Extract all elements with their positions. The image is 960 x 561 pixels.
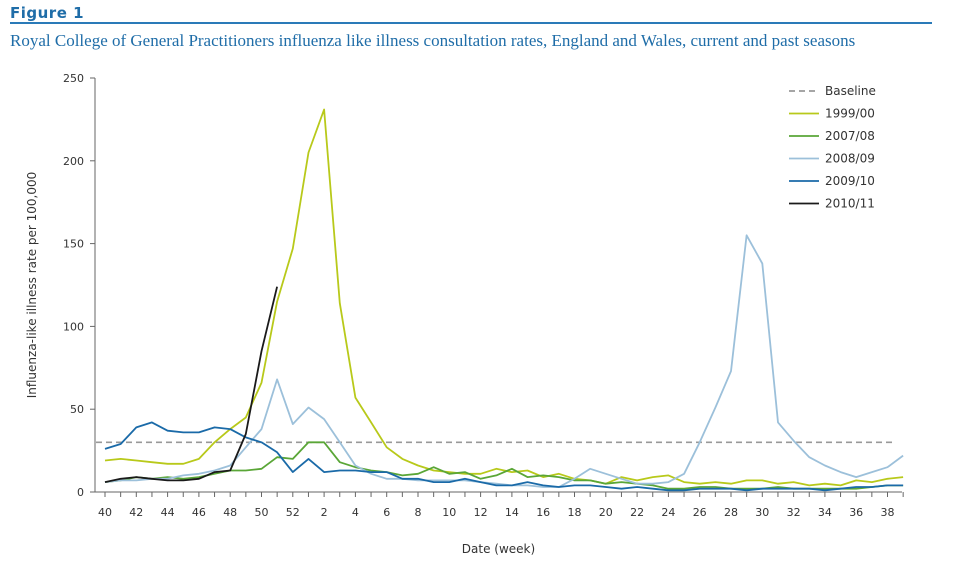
x-tick-label: 36 — [849, 506, 863, 519]
y-tick-label: 150 — [63, 238, 84, 251]
x-tick-label: 6 — [383, 506, 390, 519]
x-tick-label: 32 — [787, 506, 801, 519]
x-tick-label: 16 — [536, 506, 550, 519]
legend-label: 2010/11 — [825, 197, 875, 211]
x-tick-label: 4 — [352, 506, 359, 519]
figure-label: Figure 1 — [10, 4, 85, 22]
y-tick-label: 250 — [63, 72, 84, 85]
title-rule — [10, 22, 932, 24]
x-tick-label: 12 — [474, 506, 488, 519]
x-tick-label: 14 — [505, 506, 519, 519]
x-tick-label: 20 — [599, 506, 613, 519]
series-line-2008-09 — [104, 234, 904, 488]
legend-label: Baseline — [825, 84, 876, 98]
legend-label: 2007/08 — [825, 129, 875, 143]
x-tick-label: 44 — [161, 506, 175, 519]
x-tick-label: 50 — [255, 506, 269, 519]
x-tick-label: 34 — [818, 506, 832, 519]
x-axis-title: Date (week) — [462, 542, 535, 556]
x-tick-label: 8 — [415, 506, 422, 519]
y-tick-label: 100 — [63, 320, 84, 333]
legend-label: 2009/10 — [825, 174, 875, 188]
x-tick-label: 52 — [286, 506, 300, 519]
y-tick-label: 50 — [70, 403, 84, 416]
x-tick-label: 46 — [192, 506, 206, 519]
legend-label: 2008/09 — [825, 152, 875, 166]
x-tick-label: 28 — [724, 506, 738, 519]
x-tick-label: 42 — [129, 506, 143, 519]
series-line-1999-00 — [104, 108, 904, 487]
x-tick-label: 18 — [568, 506, 582, 519]
series-line-2007-08 — [104, 441, 904, 490]
x-tick-label: 26 — [693, 506, 707, 519]
y-tick-label: 0 — [77, 486, 84, 499]
figure-title: Royal College of General Practitioners i… — [10, 31, 856, 50]
x-tick-label: 10 — [442, 506, 456, 519]
series-line-2010-11 — [104, 286, 278, 483]
x-tick-label: 40 — [98, 506, 112, 519]
x-tick-label: 38 — [881, 506, 895, 519]
x-tick-label: 2 — [321, 506, 328, 519]
x-tick-label: 48 — [223, 506, 237, 519]
x-tick-label: 24 — [661, 506, 675, 519]
x-tick-label: 22 — [630, 506, 644, 519]
y-tick-label: 200 — [63, 155, 84, 168]
legend-label: 1999/00 — [825, 107, 875, 121]
x-tick-label: 30 — [755, 506, 769, 519]
series-line-2009-10 — [104, 421, 904, 492]
y-axis-title: Influenza-like illness rate per 100,000 — [25, 172, 39, 399]
